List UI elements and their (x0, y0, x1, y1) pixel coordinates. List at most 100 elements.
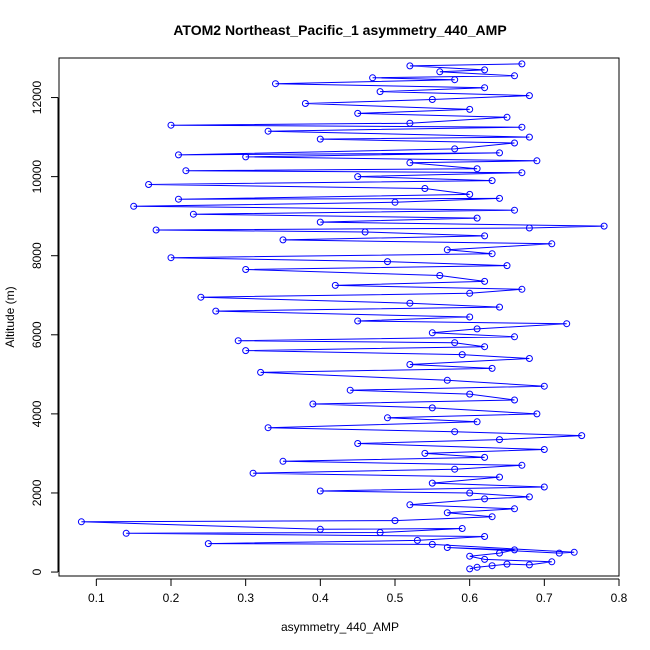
data-point (175, 151, 182, 159)
data-point (570, 548, 578, 556)
data-point (458, 525, 466, 532)
data-point (488, 562, 496, 570)
data-point (436, 68, 444, 76)
data-point (511, 72, 518, 80)
data-point (152, 226, 160, 234)
data-point (481, 232, 489, 240)
data-point (555, 549, 563, 557)
data-point (481, 555, 489, 563)
data-point (533, 410, 541, 418)
data-point (436, 272, 444, 279)
data-point (481, 84, 489, 92)
data-point (548, 558, 556, 566)
y-tick-label: 10000 (30, 160, 44, 194)
y-axis: 0 2000 4000 6000 8000 10000 12000 (30, 81, 59, 575)
data-point (496, 303, 503, 311)
data-point (316, 487, 324, 495)
data-point (421, 449, 429, 457)
data-point (279, 457, 287, 465)
data-point (503, 113, 511, 121)
data-point (391, 517, 399, 525)
data-point (525, 92, 533, 100)
data-point (406, 299, 414, 307)
data-point (272, 80, 279, 88)
data-point (428, 479, 436, 487)
y-tick-label: 4000 (30, 400, 44, 427)
data-point (167, 121, 175, 129)
x-tick-label: 0.4 (312, 591, 329, 605)
data-point (145, 181, 153, 188)
data-point (249, 469, 257, 477)
data-point (346, 386, 354, 394)
x-tick-label: 0.3 (237, 591, 254, 605)
y-tick-label: 8000 (30, 242, 44, 269)
data-point (496, 436, 503, 444)
data-point (466, 565, 474, 573)
data-point (481, 66, 489, 74)
data-point (563, 320, 571, 328)
data-point (369, 74, 377, 82)
data-point (175, 195, 182, 203)
data-point (451, 339, 459, 347)
data-point (451, 465, 459, 473)
data-point (257, 368, 265, 376)
series-layer (77, 60, 608, 573)
data-point (451, 145, 459, 153)
x-axis: 0.1 0.2 0.3 0.4 0.5 0.6 0.7 0.8 (88, 578, 628, 605)
data-point (473, 418, 481, 426)
data-point (264, 424, 272, 432)
data-point (481, 495, 489, 503)
data-point (189, 210, 197, 218)
data-point (525, 224, 533, 232)
y-tick-label: 2000 (30, 479, 44, 506)
x-tick-label: 0.6 (461, 591, 478, 605)
data-point (511, 546, 518, 554)
data-point (242, 266, 250, 273)
data-point (301, 100, 309, 107)
data-point (466, 105, 474, 113)
data-point (406, 159, 414, 167)
data-point (316, 218, 324, 226)
data-point (122, 529, 130, 537)
data-point (540, 483, 548, 491)
data-point (421, 185, 429, 192)
data-point (428, 404, 436, 412)
data-point (376, 88, 384, 96)
data-point (533, 157, 541, 165)
data-point (473, 563, 481, 571)
data-point (503, 560, 511, 568)
data-point (428, 540, 436, 548)
data-point (503, 262, 511, 270)
data-point (525, 133, 533, 141)
data-point (384, 414, 391, 422)
data-point (331, 281, 339, 289)
y-tick-label: 6000 (30, 321, 44, 348)
data-point (242, 347, 250, 355)
data-point (406, 119, 414, 127)
data-point (406, 501, 414, 509)
data-point (443, 376, 451, 384)
x-tick-label: 0.7 (536, 591, 553, 605)
data-point (264, 127, 272, 135)
data-point (458, 351, 466, 359)
data-point (518, 285, 526, 293)
data-point (466, 190, 474, 198)
data-point (391, 198, 399, 206)
data-point (354, 173, 362, 181)
plot-area-frame (58, 57, 620, 577)
data-point (496, 549, 503, 557)
data-point (242, 153, 250, 161)
data-point (451, 428, 459, 436)
data-point (443, 509, 451, 517)
data-point (488, 177, 496, 185)
data-point (488, 513, 496, 521)
data-point (481, 533, 489, 540)
data-point (496, 194, 503, 202)
data-point (384, 258, 391, 266)
data-point (451, 76, 459, 84)
data-point (511, 139, 518, 147)
data-point (511, 396, 518, 404)
data-point (316, 525, 324, 533)
data-point (197, 293, 205, 301)
